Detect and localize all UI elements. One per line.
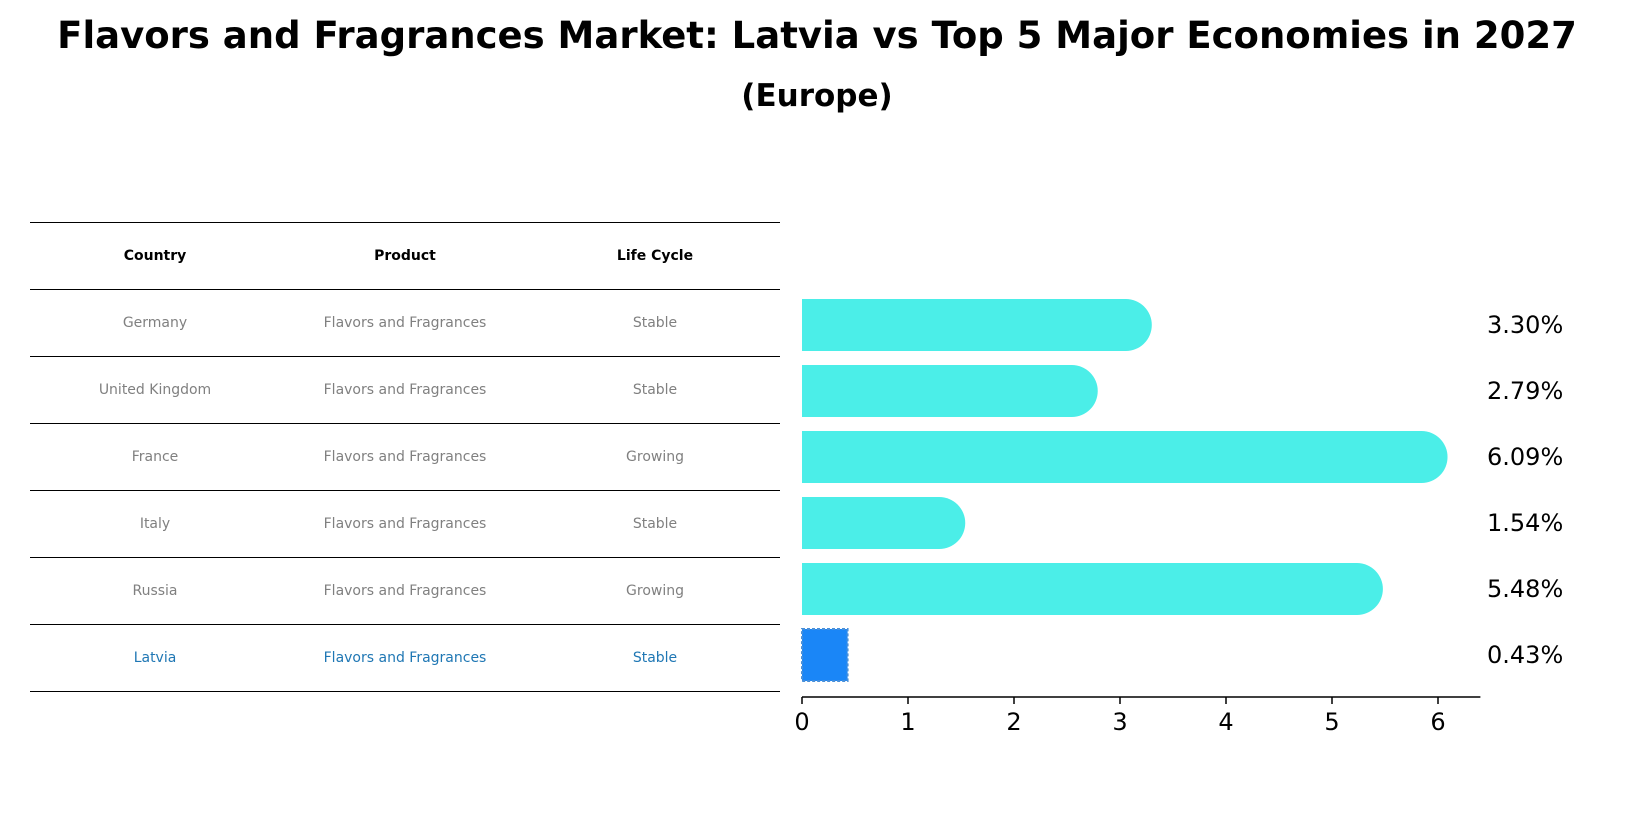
life-cycle-cell: Stable — [632, 516, 678, 532]
bar-latvia — [801, 628, 849, 682]
chart-subtitle: (Europe) — [741, 78, 893, 114]
table-row: Russia Flavors and Fragrances Growing — [30, 558, 780, 625]
x-tick-label: 0 — [794, 708, 809, 736]
table-row: Italy Flavors and Fragrances Stable — [30, 491, 780, 558]
bar-germany — [802, 299, 1152, 351]
table-row: Germany Flavors and Fragrances Stable — [30, 290, 780, 357]
life-cycle-cell: Stable — [632, 382, 678, 398]
table-row-highlight: Latvia Flavors and Fragrances Stable — [30, 625, 780, 692]
header-life-cycle: Life Cycle — [616, 248, 694, 264]
value-label: 5.48% — [1487, 575, 1563, 603]
table-header-row: Country Product Life Cycle — [30, 222, 780, 290]
country-cell: Germany — [122, 315, 188, 331]
x-tick-label: 1 — [900, 708, 915, 736]
header-product: Product — [374, 248, 436, 264]
value-label: 2.79% — [1487, 377, 1563, 405]
country-cell: Italy — [139, 516, 171, 532]
life-cycle-cell: Growing — [626, 583, 684, 599]
bar-italy — [802, 497, 966, 549]
value-label: 1.54% — [1487, 509, 1563, 537]
value-label: 3.30% — [1487, 311, 1563, 339]
life-cycle-cell: Stable — [632, 315, 678, 331]
product-cell: Flavors and Fragrances — [323, 449, 487, 465]
x-tick-label: 2 — [1006, 708, 1021, 736]
product-cell: Flavors and Fragrances — [323, 583, 487, 599]
bar-united-kingdom — [802, 365, 1098, 417]
header-country: Country — [123, 248, 187, 264]
product-cell: Flavors and Fragrances — [323, 650, 487, 666]
bar-russia — [802, 563, 1383, 615]
country-cell: France — [131, 449, 179, 465]
product-cell: Flavors and Fragrances — [323, 516, 487, 532]
product-cell: Flavors and Fragrances — [323, 315, 487, 331]
x-tick-label: 4 — [1218, 708, 1233, 736]
x-tick-label: 6 — [1430, 708, 1445, 736]
value-label: 6.09% — [1487, 443, 1563, 471]
country-cell: Latvia — [133, 650, 177, 666]
country-cell: United Kingdom — [98, 382, 212, 398]
life-cycle-cell: Stable — [632, 650, 678, 666]
life-cycle-cell: Growing — [626, 449, 684, 465]
bar-france — [802, 431, 1448, 483]
x-tick-label: 5 — [1324, 708, 1339, 736]
product-cell: Flavors and Fragrances — [323, 382, 487, 398]
bar-chart: 3.30% 2.79% 6.09% 1.54% 5.48% 0.43% 0 1 2 3 4 5 6 — [794, 299, 1563, 736]
data-table: Country Product Life Cycle Germany Flavo… — [30, 222, 780, 692]
value-label: 0.43% — [1487, 641, 1563, 669]
table-row: France Flavors and Fragrances Growing — [30, 424, 780, 491]
x-tick-label: 3 — [1112, 708, 1127, 736]
table-row: United Kingdom Flavors and Fragrances St… — [30, 357, 780, 424]
country-cell: Russia — [132, 583, 178, 599]
chart-title: Flavors and Fragrances Market: Latvia vs… — [57, 14, 1577, 57]
